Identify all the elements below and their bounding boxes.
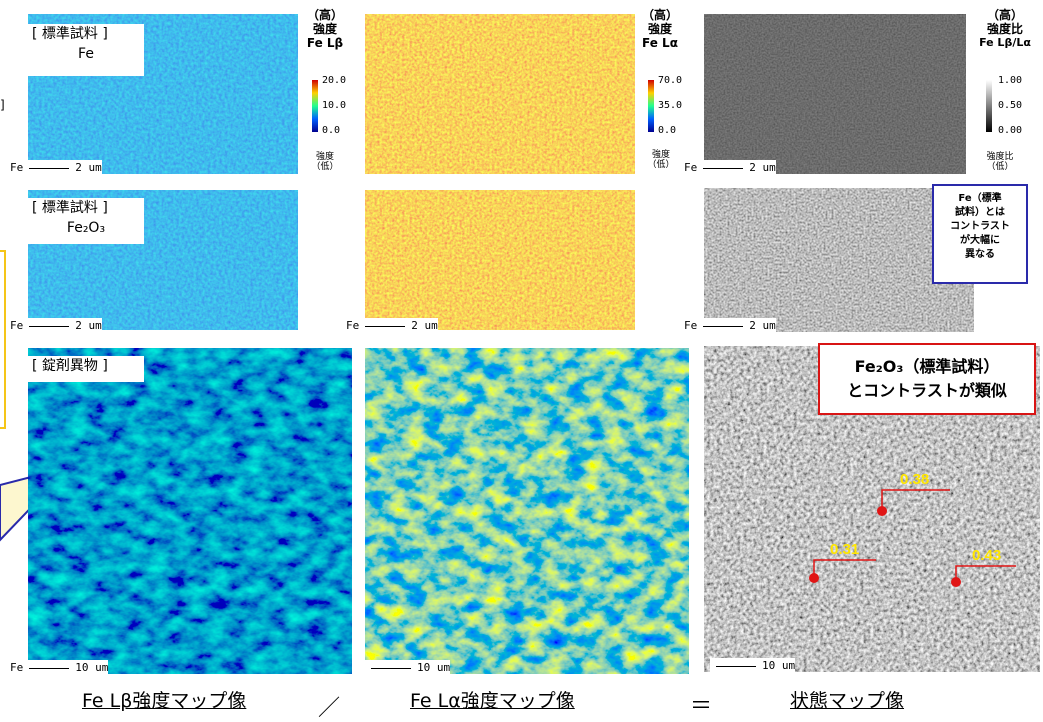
map-tablet-lbeta — [28, 348, 352, 674]
legend-lb-name: Fe Lβ — [306, 36, 344, 50]
scale-bar-row3-c: 10 um — [710, 658, 796, 674]
legend-ratio-high: （高） — [986, 8, 1023, 22]
point-031-label: 0.31 — [830, 541, 860, 558]
callout-red-line2: とコントラストが類似 — [847, 381, 1007, 400]
label-fe2o3-line2: Fe₂O₃ — [66, 220, 106, 236]
label-tablet-line1: [ 錠剤異物 ] — [32, 358, 108, 374]
legend-la-low: 強度 （低） — [644, 150, 678, 170]
callout-blue-line5: 異なる — [965, 249, 995, 260]
map-fe-ratio — [704, 14, 966, 174]
scale-2um-label: 2 um — [749, 161, 776, 174]
tick-la-0: 70.0 — [658, 75, 683, 86]
scale-bar-row3-a: Fe 10 um — [10, 660, 109, 676]
colorbar-ratio — [986, 80, 992, 132]
point-038-label: 0.38 — [900, 471, 930, 488]
scale-fe-label: Fe — [346, 319, 360, 332]
point-043-marker — [951, 577, 961, 587]
legend-la-low2: （低） — [647, 160, 675, 170]
scale-fe-label: Fe — [10, 161, 24, 174]
legend-lb-low2: （低） — [311, 162, 339, 172]
scale-fe-label: Fe — [10, 319, 24, 332]
tick-ratio-2: 0.00 — [998, 125, 1023, 136]
legend-ratio: （高） 強度比 Fe Lβ/Lα — [970, 8, 1040, 50]
caption-lalpha-map: Fe Lα強度マップ像 — [410, 690, 575, 712]
scale-fe-label: Fe — [10, 661, 24, 674]
map-fe2o3-lalpha — [365, 190, 635, 330]
colorbar-lalpha — [648, 80, 654, 132]
callout-contrast-similar: Fe₂O₃（標準試料） とコントラストが類似 — [818, 343, 1036, 415]
legend-la-high: （高） — [641, 8, 678, 22]
callout-blue-line3: コントラスト — [950, 221, 1010, 232]
legend-lalpha: （高） 強度 Fe Lα — [637, 8, 683, 50]
colorbar-lbeta — [312, 80, 318, 132]
scale-2um-label: 2 um — [411, 319, 438, 332]
scale-fe-label: Fe — [684, 319, 698, 332]
scale-bar-row2-b: Fe 2 um — [346, 318, 438, 334]
callout-blue-line1: Fe（標準 — [958, 193, 1002, 204]
scale-10um-label: 10 um — [75, 661, 109, 674]
tick-ratio-0: 1.00 — [998, 75, 1023, 86]
side-bracket: ] — [0, 98, 5, 112]
scale-2um-label: 2 um — [749, 319, 776, 332]
callout-blue-line4: が大幅に — [960, 235, 1000, 246]
legend-la-title: 強度 — [647, 22, 672, 36]
label-fe-line1: [ 標準試料 ] — [32, 26, 108, 42]
scale-fe-label: Fe — [684, 161, 698, 174]
label-tablet-foreign: [ 錠剤異物 ] — [28, 356, 144, 382]
scale-bar-row1-c: Fe 2 um — [684, 160, 776, 176]
scale-bar-row1-a: Fe 2 um — [10, 160, 102, 176]
scale-10um-label: 10 um — [417, 661, 451, 674]
legend-ratio-low2: （低） — [986, 162, 1014, 172]
point-leaders — [813, 489, 1016, 581]
legend-ratio-name: Fe Lβ/Lα — [979, 36, 1031, 49]
scale-10um-label: 10 um — [762, 659, 796, 672]
callout-blue-line2: 試料）とは — [955, 207, 1005, 218]
legend-la-low1: 強度 — [651, 150, 670, 160]
point-043-label: 0.43 — [972, 547, 1002, 564]
map-fe2o3-ratio — [704, 188, 974, 332]
tick-lb-0: 20.0 — [322, 75, 347, 86]
caption-lbeta-map: Fe Lβ強度マップ像 — [82, 690, 247, 712]
legend-ratio-title: 強度比 — [986, 22, 1023, 36]
scale-bar-row2-c: Fe 2 um — [684, 318, 776, 334]
tick-la-1: 35.0 — [658, 100, 683, 111]
scale-bar-row3-b: 10 um — [365, 660, 451, 676]
map-tablet-lalpha — [365, 348, 689, 674]
scale-bar-row2-a: Fe 2 um — [10, 318, 102, 334]
callout-red-line1: Fe₂O₃（標準試料） — [854, 357, 1000, 376]
legend-lbeta: （高） 強度 Fe Lβ — [300, 8, 350, 50]
label-fe2o3-standard: [ 標準試料 ] Fe₂O₃ — [28, 198, 144, 244]
map-fe-lalpha — [365, 14, 635, 174]
label-fe2o3-line1: [ 標準試料 ] — [32, 200, 108, 216]
legend-lb-low1: 強度 — [315, 152, 334, 162]
side-highlight-box — [0, 250, 6, 429]
tick-lb-2: 0.0 — [322, 125, 341, 136]
point-031-marker — [809, 573, 819, 583]
equals-symbol: ＝ — [690, 694, 713, 719]
scale-2um-label: 2 um — [75, 319, 102, 332]
label-fe-line2: Fe — [78, 46, 94, 62]
caption-state-map: 状態マップ像 — [790, 690, 905, 712]
point-038-marker — [877, 506, 887, 516]
label-fe-standard: [ 標準試料 ] Fe — [28, 24, 144, 76]
legend-lb-title: 強度 — [312, 22, 337, 36]
tick-la-2: 0.0 — [658, 125, 677, 136]
callout-contrast-different: Fe（標準 試料）とは コントラスト が大幅に 異なる — [932, 184, 1028, 284]
scale-2um-label: 2 um — [75, 161, 102, 174]
legend-ratio-low: 強度比 （低） — [978, 152, 1022, 172]
divide-symbol: ／ — [318, 696, 341, 721]
legend-ratio-low1: 強度比 — [986, 152, 1014, 162]
legend-lb-high: （高） — [306, 8, 343, 22]
tick-lb-1: 10.0 — [322, 100, 347, 111]
tick-ratio-1: 0.50 — [998, 100, 1023, 111]
legend-la-name: Fe Lα — [642, 36, 678, 50]
legend-lb-low: 強度 （低） — [305, 152, 345, 172]
